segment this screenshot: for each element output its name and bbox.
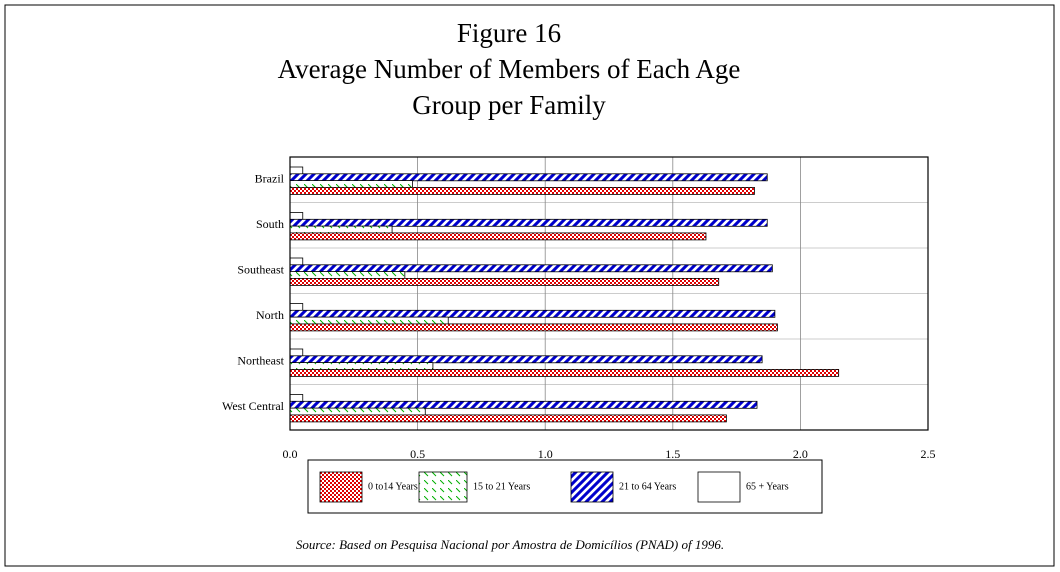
bar	[289, 323, 778, 332]
chart-title: Group per Family	[412, 90, 606, 120]
legend-label: 0 to14 Years	[368, 481, 418, 492]
legend-label: 21 to 64 Years	[619, 481, 676, 492]
bar	[289, 218, 768, 227]
x-tick-label: 2.5	[921, 447, 936, 461]
legend-label: 15 to 21 Years	[473, 481, 530, 492]
bar	[289, 368, 840, 377]
bar	[289, 414, 727, 423]
x-tick-label: 1.5	[665, 447, 680, 461]
bar	[289, 212, 304, 220]
bar	[289, 232, 707, 241]
y-tick-label: South	[256, 217, 284, 231]
plot-border	[289, 156, 929, 431]
chart-title: Average Number of Members of Each Age	[278, 54, 741, 84]
bar	[289, 303, 304, 311]
legend-swatch	[319, 471, 363, 503]
y-tick-label: North	[256, 308, 284, 322]
bar	[289, 180, 413, 189]
bar	[289, 271, 406, 280]
legend-swatch	[570, 471, 614, 503]
x-tick-label: 0.0	[283, 447, 298, 461]
bar	[289, 186, 755, 195]
y-tick-label: Southeast	[237, 263, 284, 277]
x-tick-label: 2.0	[793, 447, 808, 461]
legend-swatch	[418, 471, 468, 503]
bar	[289, 394, 304, 402]
y-tick-label: West Central	[222, 399, 285, 413]
bar	[289, 362, 434, 371]
x-tick-label: 1.0	[538, 447, 553, 461]
y-tick-label: Brazil	[255, 172, 285, 186]
y-tick-label: Northeast	[237, 354, 284, 368]
bar	[289, 277, 720, 286]
legend-swatch	[697, 471, 741, 503]
bar	[289, 407, 426, 416]
legend-label: 65 + Years	[746, 481, 789, 492]
bar	[289, 348, 304, 357]
bar	[289, 257, 304, 266]
bar	[289, 225, 393, 234]
bar	[289, 173, 768, 182]
bar	[289, 264, 773, 273]
source-note: Source: Based on Pesquisa Nacional por A…	[296, 537, 724, 552]
bar	[289, 166, 304, 175]
bar	[289, 316, 449, 325]
bar	[289, 309, 776, 318]
chart-title: Figure 16	[457, 18, 561, 48]
x-tick-label: 0.5	[410, 447, 425, 461]
bar	[289, 355, 763, 364]
bar	[289, 400, 758, 409]
